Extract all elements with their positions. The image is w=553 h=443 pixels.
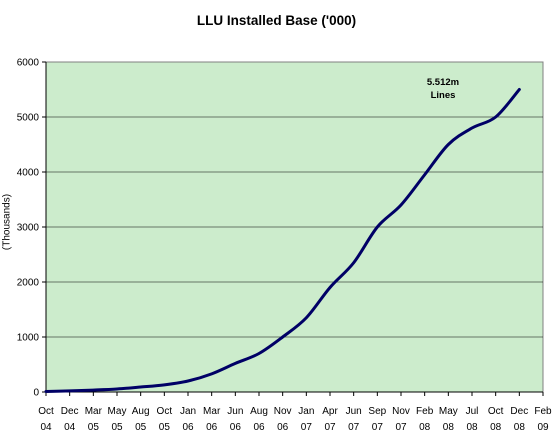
series-point-Jun-06 [234, 362, 237, 365]
x-tick-month-7: Mar [203, 406, 221, 417]
series-point-Aug-05 [139, 385, 142, 389]
x-tick-month-15: Nov [392, 406, 410, 417]
x-tick-month-2: Mar [85, 406, 103, 417]
x-tick-month-10: Nov [274, 406, 292, 417]
y-tick-label-5000: 5000 [17, 113, 40, 124]
series-point-Dec-08 [518, 88, 521, 91]
series-point-Jan-07 [305, 316, 308, 319]
x-tick-year-9: 06 [253, 422, 265, 433]
series-point-Mar-06 [210, 372, 213, 376]
series-point-Oct-08 [494, 115, 497, 119]
x-tick-year-11: 07 [301, 422, 313, 433]
annotation: 5.512m Lines [423, 76, 463, 102]
chart-title: LLU Installed Base ('000) [196, 13, 357, 28]
series-point-Dec-04 [68, 389, 71, 393]
x-tick-year-19: 08 [490, 422, 502, 433]
x-tick-year-3: 05 [111, 422, 123, 433]
x-tick-year-15: 07 [395, 422, 407, 433]
x-tick-year-21: 09 [537, 422, 549, 433]
x-tick-month-13: Jun [346, 406, 362, 417]
series-point-Jul-08 [470, 126, 474, 130]
series-point-Aug-06 [257, 352, 261, 355]
series-point-Jun-07 [352, 261, 355, 264]
x-tick-month-11: Jan [298, 406, 314, 417]
series-point-Nov-06 [281, 335, 284, 339]
x-tick-month-1: Dec [61, 406, 79, 417]
y-tick-label-3000: 3000 [17, 223, 40, 234]
y-tick-label-1000: 1000 [17, 333, 40, 344]
x-tick-month-14: Sep [368, 406, 386, 417]
x-tick-month-21: Feb [534, 406, 552, 417]
x-tick-year-14: 07 [372, 422, 384, 433]
y-axis-label-text: (Thousands) [1, 193, 13, 251]
x-tick-year-0: 04 [40, 422, 52, 433]
x-tick-year-2: 05 [88, 422, 100, 433]
x-tick-month-4: Aug [132, 406, 150, 417]
x-tick-month-19: Oct [488, 406, 504, 417]
x-tick-year-12: 07 [324, 422, 336, 433]
x-tick-month-12: Apr [322, 406, 338, 417]
x-tick-month-6: Jan [180, 406, 196, 417]
x-tick-month-3: May [108, 406, 127, 417]
annotation-unit: Lines [430, 90, 456, 101]
x-tick-year-16: 08 [419, 422, 431, 433]
x-tick-year-20: 08 [514, 422, 526, 433]
x-tick-year-4: 05 [135, 422, 147, 433]
x-tick-year-18: 08 [466, 422, 478, 433]
annotation-value: 5.512m [426, 77, 460, 88]
x-tick-year-13: 07 [348, 422, 360, 433]
x-tick-year-5: 05 [159, 422, 171, 433]
series-point-Apr-07 [328, 286, 332, 289]
x-tick-year-1: 04 [64, 422, 76, 433]
x-tick-year-10: 06 [277, 422, 289, 433]
x-tick-month-20: Dec [510, 406, 528, 417]
y-tick-label-6000: 6000 [17, 58, 40, 69]
x-tick-year-17: 08 [443, 422, 455, 433]
series-point-Nov-07 [399, 203, 403, 207]
x-tick-month-9: Aug [250, 406, 268, 417]
x-tick-month-18: Jul [466, 406, 479, 417]
series-point-Jan-06 [186, 379, 190, 383]
series-point-Oct-05 [163, 383, 166, 387]
x-tick-year-8: 06 [230, 422, 242, 433]
x-tick-month-8: Jun [227, 406, 243, 417]
series-point-Feb-08 [423, 173, 426, 176]
x-tick-month-5: Oct [157, 406, 173, 417]
y-tick-label-0: 0 [33, 388, 39, 399]
x-tick-month-17: May [439, 406, 458, 417]
series-point-Oct-04 [44, 390, 48, 393]
x-tick-year-6: 06 [182, 422, 194, 433]
x-tick-month-16: Feb [416, 406, 434, 417]
y-tick-label-2000: 2000 [17, 278, 40, 289]
x-tick-year-7: 06 [206, 422, 218, 433]
series-point-May-08 [447, 143, 450, 146]
y-tick-label-4000: 4000 [17, 168, 40, 179]
series-point-Mar-05 [92, 388, 95, 392]
series-point-May-05 [115, 387, 119, 391]
series-point-Sep-07 [376, 225, 379, 229]
x-tick-month-0: Oct [38, 406, 54, 417]
